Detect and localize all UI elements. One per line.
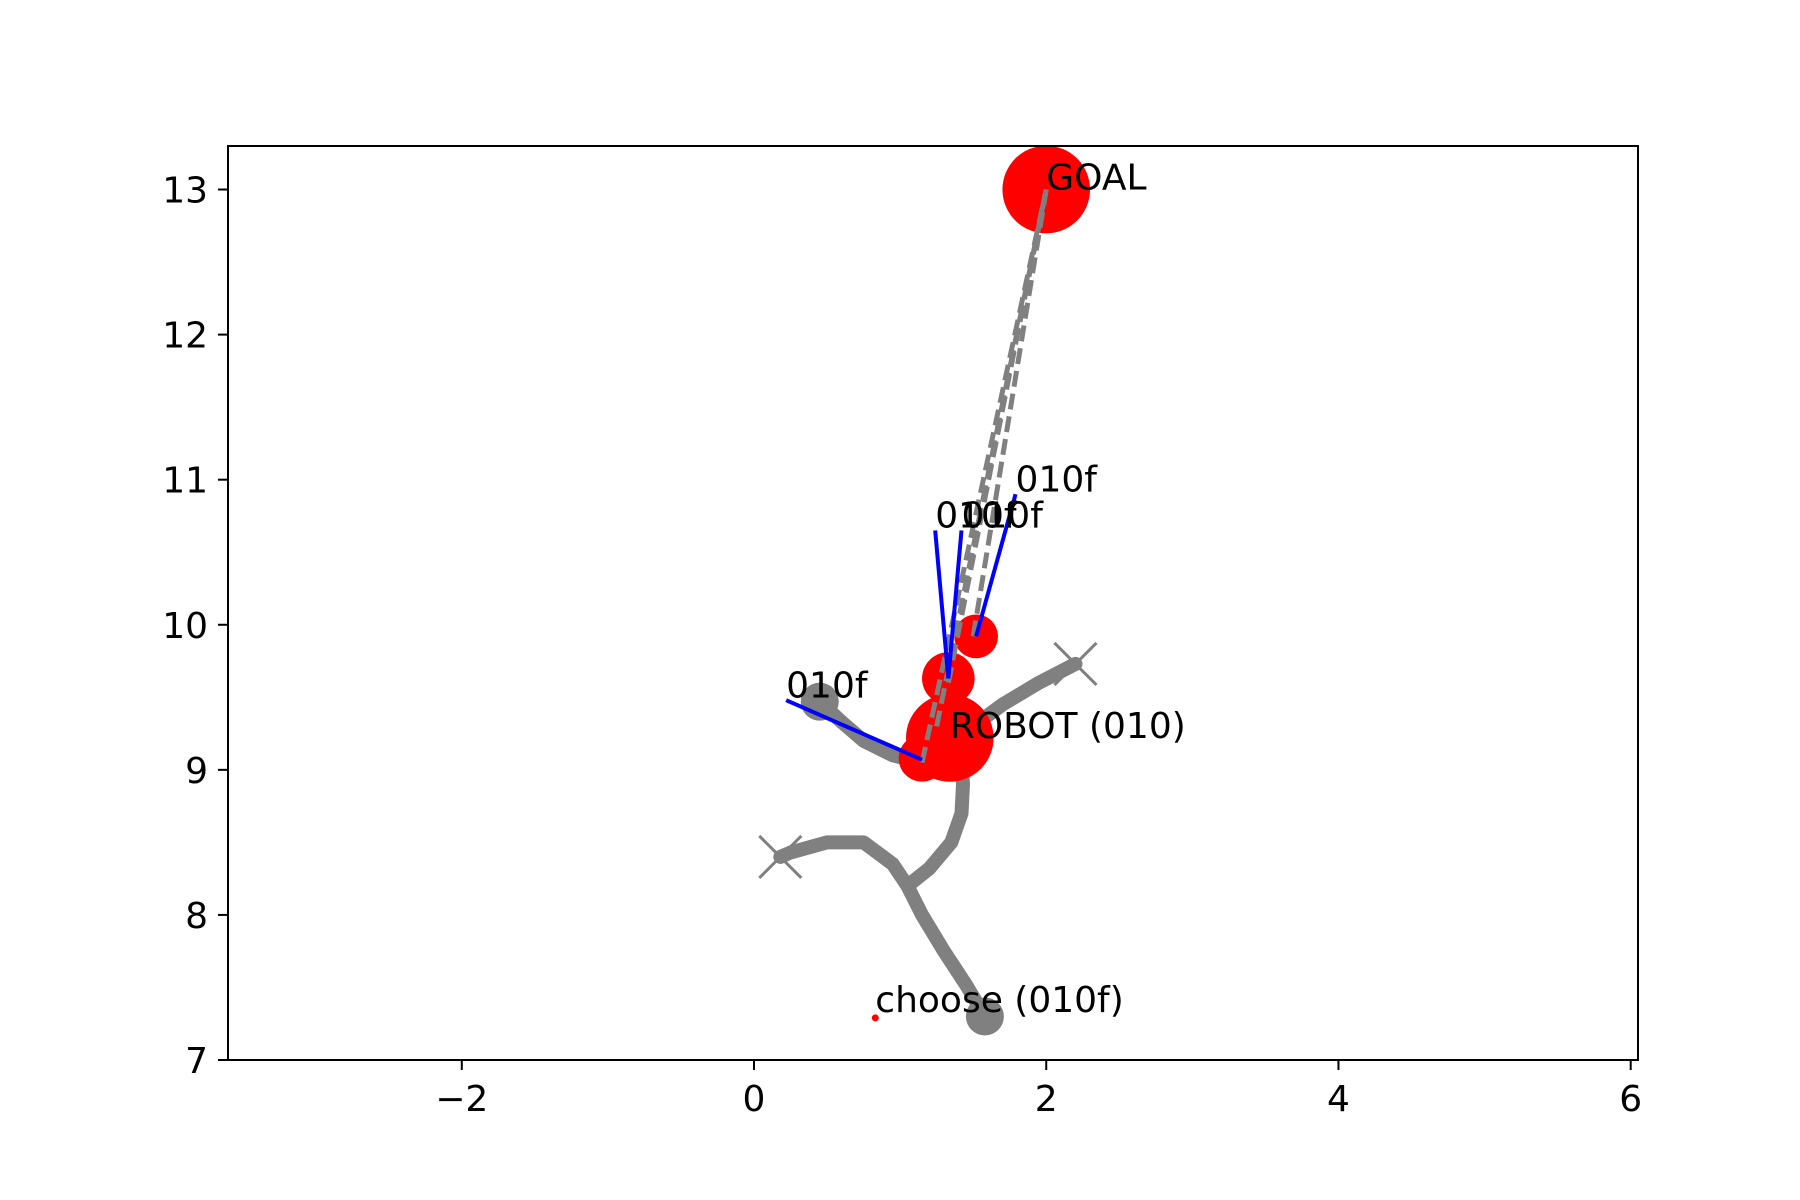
y-tick-label: 13 [162,171,208,212]
y-tick-label: 9 [185,751,208,792]
annotation-label-0: GOAL [1046,158,1146,199]
y-tick-label: 7 [185,1041,208,1082]
annotation-label-2: 010f [786,665,869,706]
direction-line-2 [946,530,964,679]
annotation-label-1: ROBOT (010) [950,706,1186,747]
direction-line-1 [933,530,951,679]
dead-end-marker-1 [1053,641,1098,686]
y-tick-label: 12 [162,316,208,357]
path-end-dot-0 [965,997,1004,1036]
y-tick-label: 10 [162,606,208,647]
x-tick-label: 2 [1035,1079,1058,1120]
axes: −2 0 2 4 6 7 8 9 10 11 12 13 [162,171,1642,1120]
x-tick-label: −2 [435,1079,488,1120]
small-marker [871,1014,879,1022]
annotation-label-6: choose (010f) [875,980,1123,1021]
direction-line-3 [974,493,1018,637]
annotation-label-4: 010f [961,496,1044,537]
annotation-label-5: 010f [1016,459,1099,500]
annotation-label-3: 010f [935,496,1018,537]
dead-end-marker-0 [758,834,803,879]
trajectory-path-0 [773,835,992,1024]
plot-frame [227,145,1639,1061]
x-tick-label: 6 [1619,1079,1642,1120]
dead-end-stroke [1053,641,1098,686]
y-tick-label: 8 [185,896,208,937]
dead-end-stroke [758,834,803,879]
dashed-line-2 [970,189,1049,637]
x-tick-label: 0 [743,1079,766,1120]
direction-line-0 [785,698,923,762]
x-tick-label: 4 [1327,1079,1350,1120]
y-tick-label: 11 [162,461,208,502]
